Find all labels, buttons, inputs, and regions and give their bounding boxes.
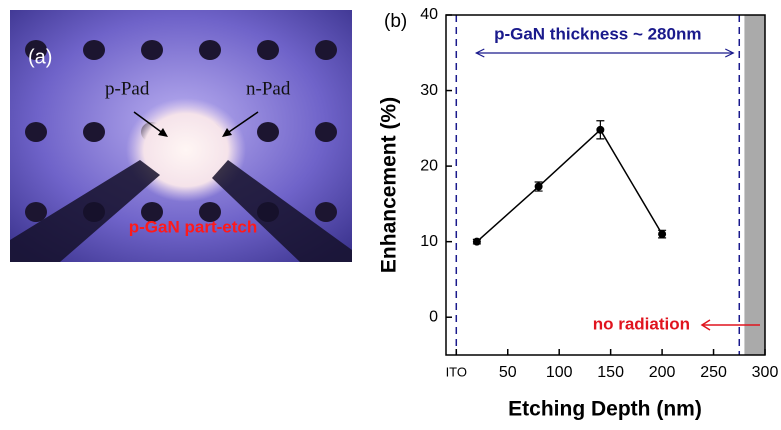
- data-point: [473, 238, 481, 246]
- photo-hole: [257, 122, 279, 142]
- photo-annotation: p-GaN part-etch: [129, 217, 257, 236]
- photo-hole: [315, 202, 337, 222]
- x-tick-label: 250: [700, 364, 727, 381]
- annotation: no radiation: [593, 314, 690, 333]
- photo-hole: [141, 40, 163, 60]
- photo-hole: [83, 40, 105, 60]
- x-tick-label: 100: [546, 364, 573, 381]
- x-tick-label: 50: [499, 364, 517, 381]
- y-axis-label: Enhancement (%): [378, 97, 401, 273]
- data-point: [535, 183, 543, 191]
- photo-hole: [315, 40, 337, 60]
- photo-hole: [25, 122, 47, 142]
- x-tick-label: 150: [597, 364, 624, 381]
- y-tick-label: 40: [420, 6, 438, 23]
- photo-annotation: p-Pad: [105, 78, 150, 99]
- x-tick-label: ITO: [446, 364, 467, 379]
- shaded-region: [744, 15, 765, 355]
- plot-frame: [446, 15, 765, 355]
- x-axis-label: Etching Depth (nm): [508, 398, 702, 421]
- photo-hole: [257, 40, 279, 60]
- photo-hole: [83, 122, 105, 142]
- y-tick-label: 0: [429, 308, 438, 325]
- y-tick-label: 20: [420, 157, 438, 174]
- data-point: [596, 126, 604, 134]
- data-line: [477, 130, 662, 242]
- x-tick-label: 200: [649, 364, 676, 381]
- y-tick-label: 10: [420, 233, 438, 250]
- y-tick-label: 30: [420, 82, 438, 99]
- panel-label: (a): [28, 46, 52, 68]
- data-point: [658, 230, 666, 238]
- x-tick-label: 300: [752, 364, 779, 381]
- photo-annotation: n-Pad: [246, 78, 291, 99]
- figure: (a) p-Pad n-Pad p-GaN part-etch (b) Enha…: [0, 0, 781, 430]
- photo-hole: [199, 40, 221, 60]
- panel-label: (b): [384, 11, 407, 32]
- annotation: p-GaN thickness ~ 280nm: [494, 24, 701, 43]
- photo-hole: [315, 122, 337, 142]
- photo-panel: (a) p-Pad n-Pad p-GaN part-etch: [10, 10, 352, 262]
- photo-hole: [25, 202, 47, 222]
